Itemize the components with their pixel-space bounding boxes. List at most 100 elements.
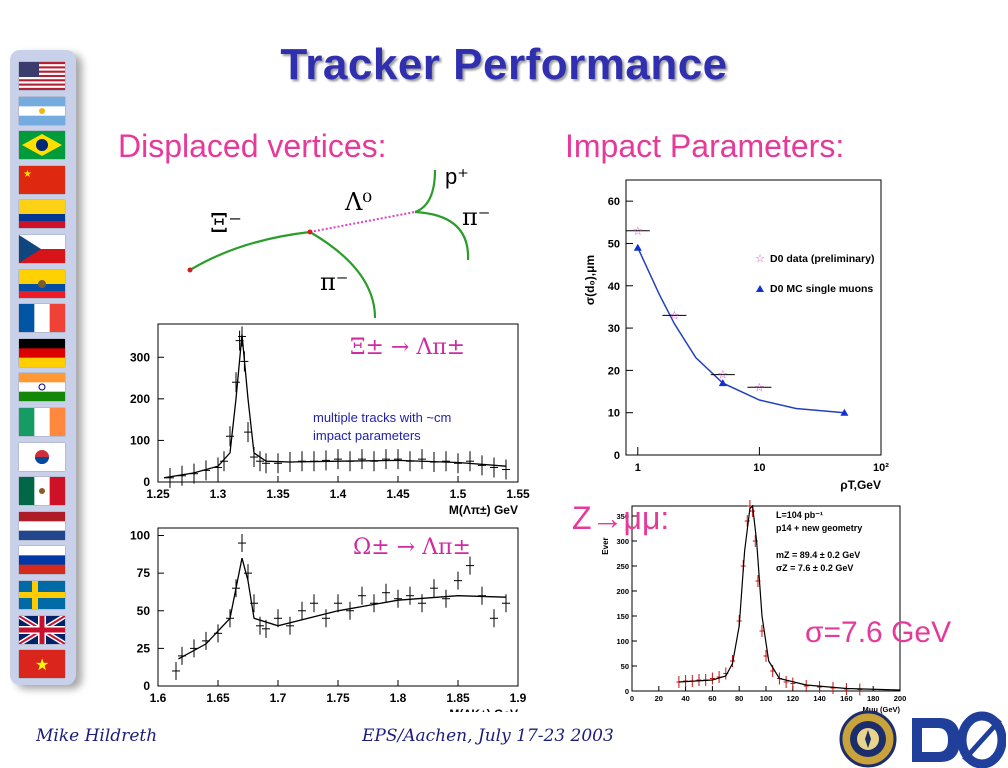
xi-decay-vertex <box>307 229 313 235</box>
data-point <box>220 451 228 472</box>
data-point-d0-data: ☆ <box>710 368 735 382</box>
data-point <box>190 463 198 484</box>
x-tick-label: 0 <box>630 694 634 703</box>
y-tick-label: 75 <box>137 566 151 580</box>
flag-ecuador-icon <box>19 269 65 298</box>
data-point <box>466 451 474 472</box>
section-heading-displaced-vertices: Displaced vertices: <box>118 128 387 164</box>
data-point <box>274 453 282 474</box>
y-tick-label: 50 <box>608 238 620 250</box>
flag-france-icon <box>19 304 65 333</box>
decay-diagram: Ξ⁻ Λ⁰ π⁻ π⁻ p⁺ <box>187 164 490 319</box>
data-point-d0-data: ☆ <box>662 308 687 322</box>
plot-frame <box>631 505 901 692</box>
x-tick-label: 120 <box>787 694 800 703</box>
label-lambda: Λ⁰ <box>344 188 372 216</box>
xi-mass-chart: 1.25 1.3 1.35 1.4 1.45 1.5 1.55 0 100 200 300 M(Λπ±… <box>130 323 530 517</box>
legend-entry-mc: D0 MC single muons <box>770 283 873 295</box>
data-point <box>256 616 264 635</box>
data-point <box>226 609 234 628</box>
y-tick-label: 20 <box>608 365 620 377</box>
star-marker: ☆ <box>632 224 643 238</box>
data-point <box>502 459 510 480</box>
flag-brazil-icon <box>19 131 65 160</box>
star-marker: ☆ <box>717 368 728 382</box>
label-pion-1: π⁻ <box>320 268 348 296</box>
y-tick-label: 50 <box>621 662 629 671</box>
flag-china-icon: ★ <box>19 165 65 194</box>
y-tick-label: 300 <box>616 537 629 546</box>
data-point <box>490 457 498 478</box>
data-point <box>696 674 702 686</box>
flag-india-icon <box>19 373 65 402</box>
x-tick-label: 1.45 <box>386 487 410 501</box>
section-heading-impact-parameters: Impact Parameters: <box>565 128 845 164</box>
x-tick-label: 10 <box>753 462 765 474</box>
pion-track-1 <box>309 231 377 319</box>
data-point <box>418 594 426 613</box>
flag-uk-icon <box>19 615 65 644</box>
data-point <box>240 351 249 372</box>
footer-author: Mike Hildreth <box>36 726 158 746</box>
flag-sidebar: ★ ★ <box>10 50 76 685</box>
data-point <box>334 449 342 470</box>
data-point <box>454 453 462 474</box>
label-pion-2: π⁻ <box>462 203 490 231</box>
data-point <box>250 594 258 613</box>
x-axis-label: M(ΛK±) GeV <box>449 707 518 712</box>
data-point <box>298 451 306 472</box>
x-tick-label: 1.9 <box>510 691 527 705</box>
x-tick-label: 1.5 <box>450 487 467 501</box>
y-axis-label: Ever <box>601 537 610 554</box>
data-point <box>190 639 198 658</box>
data-point <box>298 601 306 620</box>
x-tick-label: 1.75 <box>326 691 350 705</box>
data-point <box>244 422 252 443</box>
data-point <box>238 534 246 553</box>
data-point <box>202 460 210 481</box>
data-point <box>430 452 438 473</box>
y-axis-label: σ(d₀),μm <box>583 255 597 305</box>
primary-vertex <box>187 267 193 273</box>
data-point-mc <box>840 408 849 416</box>
data-point <box>250 447 258 468</box>
fit-curve <box>178 557 507 660</box>
flag-ireland-icon <box>19 408 65 436</box>
x-tick-label: 60 <box>708 694 716 703</box>
data-point <box>262 619 270 638</box>
star-marker: ☆ <box>754 380 765 394</box>
flag-usa-icon <box>19 62 65 90</box>
y-tick-label: 0 <box>625 687 629 696</box>
x-tick-label: 200 <box>894 694 907 703</box>
data-point <box>394 449 402 470</box>
pion-track-2 <box>414 210 470 261</box>
data-point <box>478 586 486 605</box>
plot-frame <box>625 179 882 456</box>
y-tick-label: 250 <box>616 562 629 571</box>
impact-parameter-chart: 0 10 20 30 40 50 60 1 10 10² ☆ ☆ ☆ ☆ ☆ D0 data (prelimi… <box>583 179 889 492</box>
data-point <box>783 676 789 688</box>
data-point <box>334 594 342 613</box>
annotation-line: multiple tracks with ~cm <box>313 410 451 425</box>
x-tick-label: 1.35 <box>266 487 290 501</box>
data-point <box>232 372 240 393</box>
z-mumu-label: Z→μμ: <box>572 500 670 536</box>
data-point <box>286 616 294 635</box>
x-axis-label: Mμμ (GeV) <box>862 705 900 714</box>
university-seal-logo <box>839 710 897 768</box>
data-point <box>406 586 414 605</box>
data-point <box>262 453 270 474</box>
x-tick-label: 180 <box>867 694 880 703</box>
x-tick-label: 1.3 <box>210 487 227 501</box>
data-point <box>502 594 510 613</box>
y-tick-label: 10 <box>608 408 620 420</box>
y-tick-label: 300 <box>130 350 150 364</box>
flag-netherlands-icon <box>19 511 65 540</box>
legend-triangle-marker <box>756 285 764 292</box>
data-point-d0-data: ☆ <box>747 380 772 394</box>
x-tick-label: 100 <box>760 694 773 703</box>
y-tick-label: 200 <box>616 587 629 596</box>
star-marker: ☆ <box>669 308 680 322</box>
y-tick-label: 0 <box>614 450 620 462</box>
chart-title: Ξ± → Λπ± <box>350 335 465 360</box>
